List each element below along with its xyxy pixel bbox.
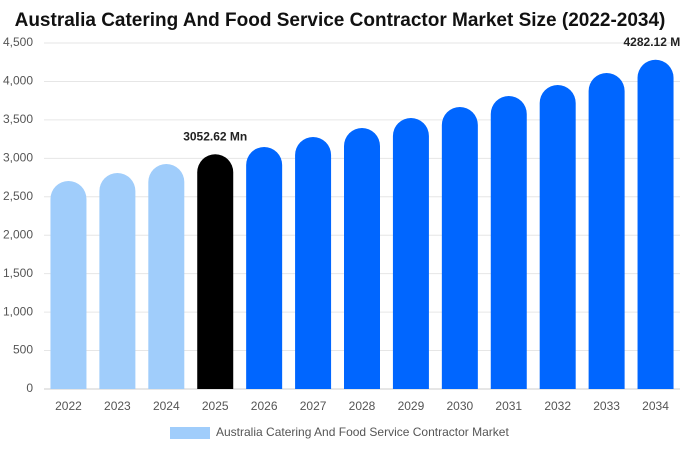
y-tick-label: 3,500 — [3, 112, 33, 126]
x-tick-label: 2029 — [398, 399, 425, 413]
bar — [490, 95, 527, 390]
x-tick-label: 2032 — [544, 399, 571, 413]
y-tick-label: 0 — [26, 381, 33, 395]
y-tick-label: 1,000 — [3, 304, 33, 318]
bar — [246, 147, 283, 389]
bar — [148, 164, 185, 389]
x-tick-label: 2023 — [104, 399, 131, 413]
y-tick-label: 1,500 — [3, 266, 33, 280]
bar — [441, 106, 478, 389]
bar — [539, 84, 576, 390]
y-tick-label: 4,000 — [3, 74, 33, 88]
bar — [344, 127, 380, 390]
bar — [392, 117, 429, 389]
y-tick-label: 2,500 — [3, 189, 33, 203]
bar — [295, 137, 332, 389]
x-tick-label: 2024 — [153, 399, 180, 413]
x-tick-label: 2031 — [495, 399, 522, 413]
x-tick-label: 2027 — [300, 399, 327, 413]
x-tick-label: 2022 — [55, 399, 82, 413]
value-label: 4282.12 Mn — [624, 35, 680, 49]
y-tick-label: 500 — [13, 343, 33, 357]
bar — [99, 173, 136, 389]
x-tick-label: 2025 — [202, 399, 229, 413]
y-tick-label: 4,500 — [3, 35, 33, 49]
legend-swatch — [170, 427, 210, 439]
x-tick-label: 2034 — [642, 399, 669, 413]
x-tick-label: 2026 — [251, 399, 278, 413]
bar — [50, 181, 87, 389]
x-tick-label: 2030 — [446, 399, 473, 413]
bar — [588, 72, 625, 389]
y-tick-label: 2,000 — [3, 227, 33, 241]
x-tick-label: 2033 — [593, 399, 620, 413]
bar — [637, 59, 674, 389]
x-tick-label: 2028 — [349, 399, 376, 413]
legend-label: Australia Catering And Food Service Cont… — [216, 425, 509, 439]
y-tick-label: 3,000 — [3, 151, 33, 165]
value-label: 3052.62 Mn — [183, 129, 247, 143]
bar — [197, 154, 234, 389]
chart-title: Australia Catering And Food Service Cont… — [15, 10, 666, 31]
